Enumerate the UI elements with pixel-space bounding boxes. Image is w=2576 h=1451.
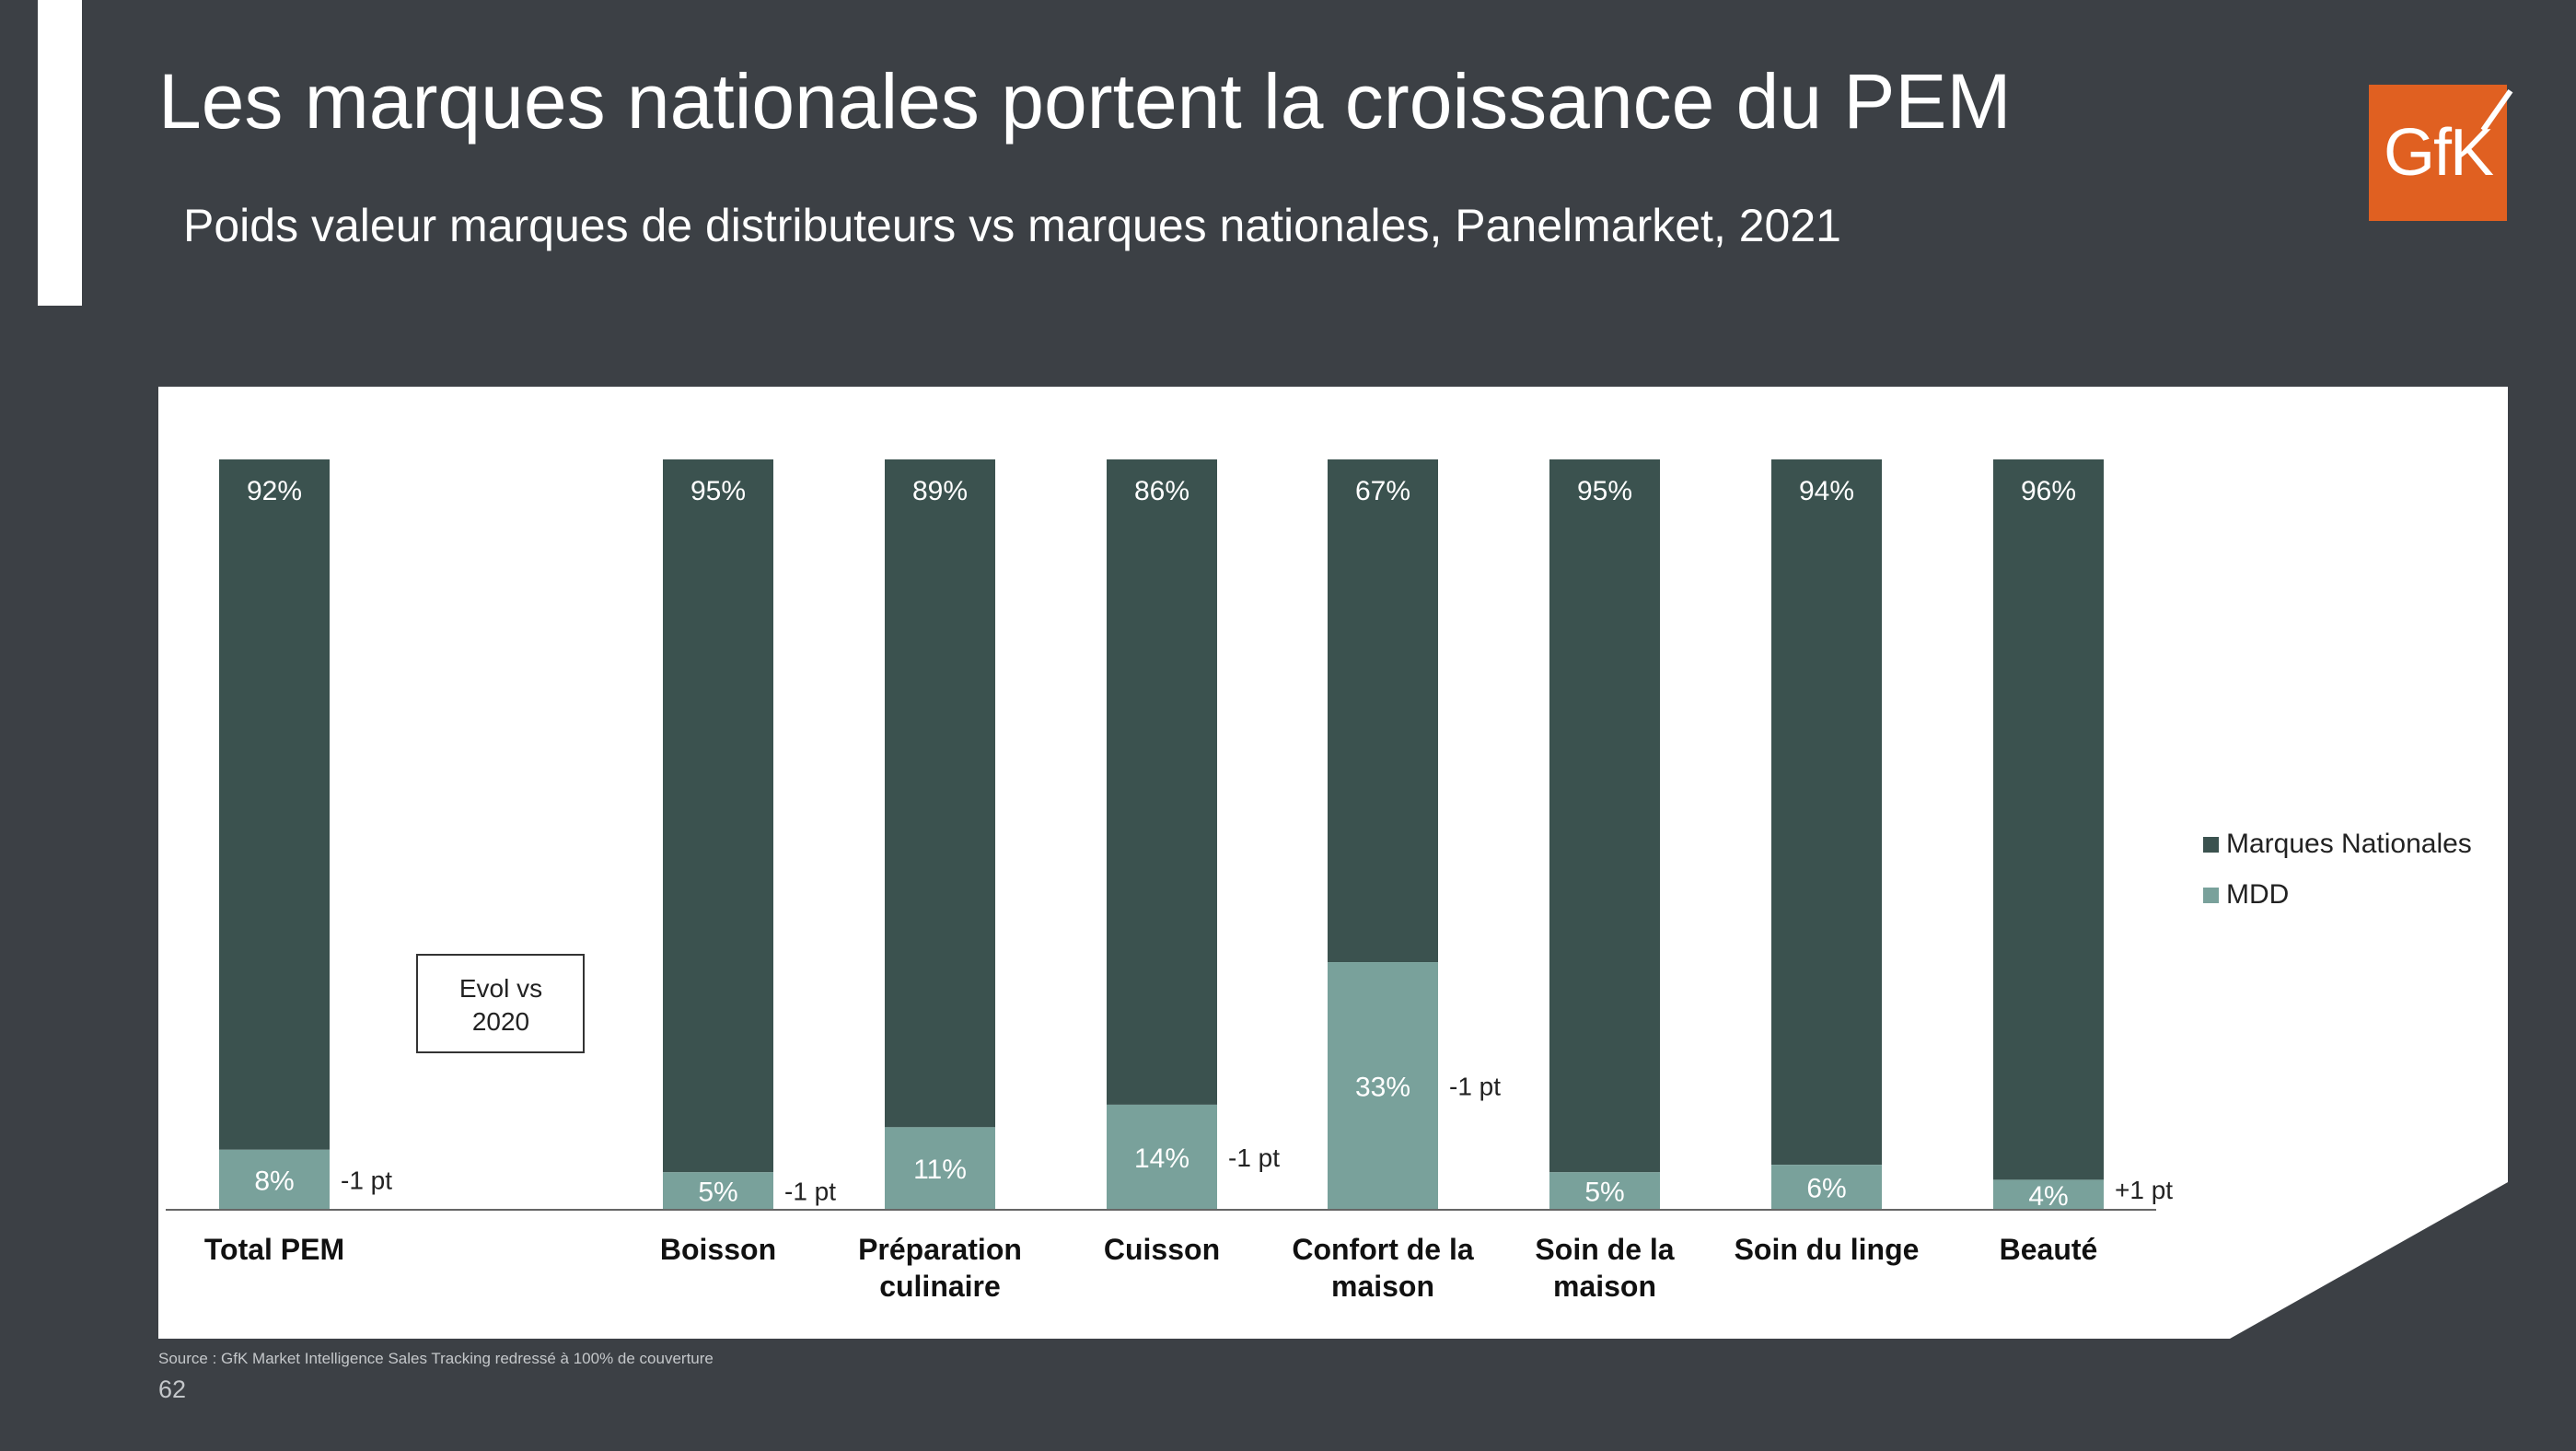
category-label: Beauté (2000, 1233, 2098, 1266)
accent-bar (38, 0, 82, 306)
gfk-logo: GfK (2369, 85, 2513, 221)
data-label-marques-nationales: 95% (1577, 476, 1632, 506)
category-label: Soin du linge (1735, 1233, 1920, 1266)
category-label: Boisson (660, 1233, 776, 1266)
evolution-label: +1 pt (2115, 1176, 2173, 1204)
bar-marques-nationales (1107, 459, 1217, 1105)
page-subtitle: Poids valeur marques de distributeurs vs… (183, 200, 1841, 251)
evolution-box-text: 2020 (472, 1007, 529, 1036)
data-label-marques-nationales: 94% (1799, 476, 1854, 506)
legend-label: Marques Nationales (2226, 829, 2472, 859)
logo-text: GfK (2383, 116, 2494, 190)
page-title: Les marques nationales portent la croiss… (158, 58, 2012, 145)
evolution-label: -1 pt (1228, 1143, 1280, 1172)
data-label-mdd: 5% (1584, 1178, 1624, 1208)
category-label: Total PEM (204, 1233, 344, 1266)
category-label: Cuisson (1104, 1233, 1220, 1266)
category-label: maison (1553, 1270, 1656, 1303)
chart-panel: 92% 8% -1 pt Total PEM 95% 5% -1 pt Boisson 89% 1… (158, 387, 2508, 1339)
category-label: maison (1331, 1270, 1434, 1303)
data-label-mdd: 5% (698, 1178, 737, 1208)
data-label-mdd: 8% (254, 1166, 294, 1196)
bar-mdd (1771, 1165, 1882, 1210)
bar-mdd (219, 1149, 330, 1210)
evolution-label: -1 pt (784, 1178, 836, 1206)
data-label-mdd: 11% (913, 1155, 967, 1185)
bar-mdd (663, 1172, 773, 1210)
bar-marques-nationales (663, 459, 773, 1173)
data-label-mdd: 4% (2028, 1181, 2068, 1212)
data-label-marques-nationales: 92% (247, 476, 302, 506)
legend-label: MDD (2226, 879, 2289, 910)
bar-mdd (1107, 1104, 1217, 1210)
logo-slash-icon (2480, 88, 2513, 133)
legend-swatch (2203, 837, 2219, 853)
data-label-marques-nationales: 67% (1355, 476, 1410, 506)
bar-marques-nationales (1993, 459, 2104, 1180)
data-label-mdd: 14% (1134, 1143, 1189, 1174)
page-number: 62 (158, 1376, 187, 1403)
bar-mdd (885, 1127, 995, 1210)
bar-marques-nationales (1549, 459, 1660, 1173)
data-label-mdd: 33% (1355, 1073, 1410, 1103)
evolution-box-text: Evol vs (459, 974, 542, 1003)
evolution-box (416, 954, 585, 1053)
legend-swatch (2203, 888, 2219, 903)
bar-marques-nationales (1328, 459, 1438, 963)
bar-mdd (1549, 1172, 1660, 1210)
data-label-marques-nationales: 86% (1134, 476, 1189, 506)
data-label-marques-nationales: 96% (2021, 476, 2076, 506)
evolution-label: -1 pt (341, 1166, 392, 1194)
bar-marques-nationales (885, 459, 995, 1128)
bar-marques-nationales (219, 459, 330, 1150)
stacked-bar-chart: 92% 8% -1 pt Total PEM 95% 5% -1 pt Boisson 89% 1… (158, 387, 2508, 1339)
bar-marques-nationales (1771, 459, 1882, 1166)
category-label: Soin de la (1535, 1233, 1674, 1266)
category-label: Préparation (858, 1233, 1022, 1266)
category-label: culinaire (879, 1270, 1001, 1303)
bar-mdd (1993, 1179, 2104, 1210)
evolution-label: -1 pt (1449, 1073, 1501, 1101)
source-note: Source : GfK Market Intelligence Sales T… (158, 1350, 714, 1367)
data-label-marques-nationales: 95% (690, 476, 746, 506)
category-label: Confort de la (1292, 1233, 1474, 1266)
bar-mdd (1328, 962, 1438, 1210)
data-label-mdd: 6% (1806, 1174, 1846, 1204)
data-label-marques-nationales: 89% (912, 476, 968, 506)
